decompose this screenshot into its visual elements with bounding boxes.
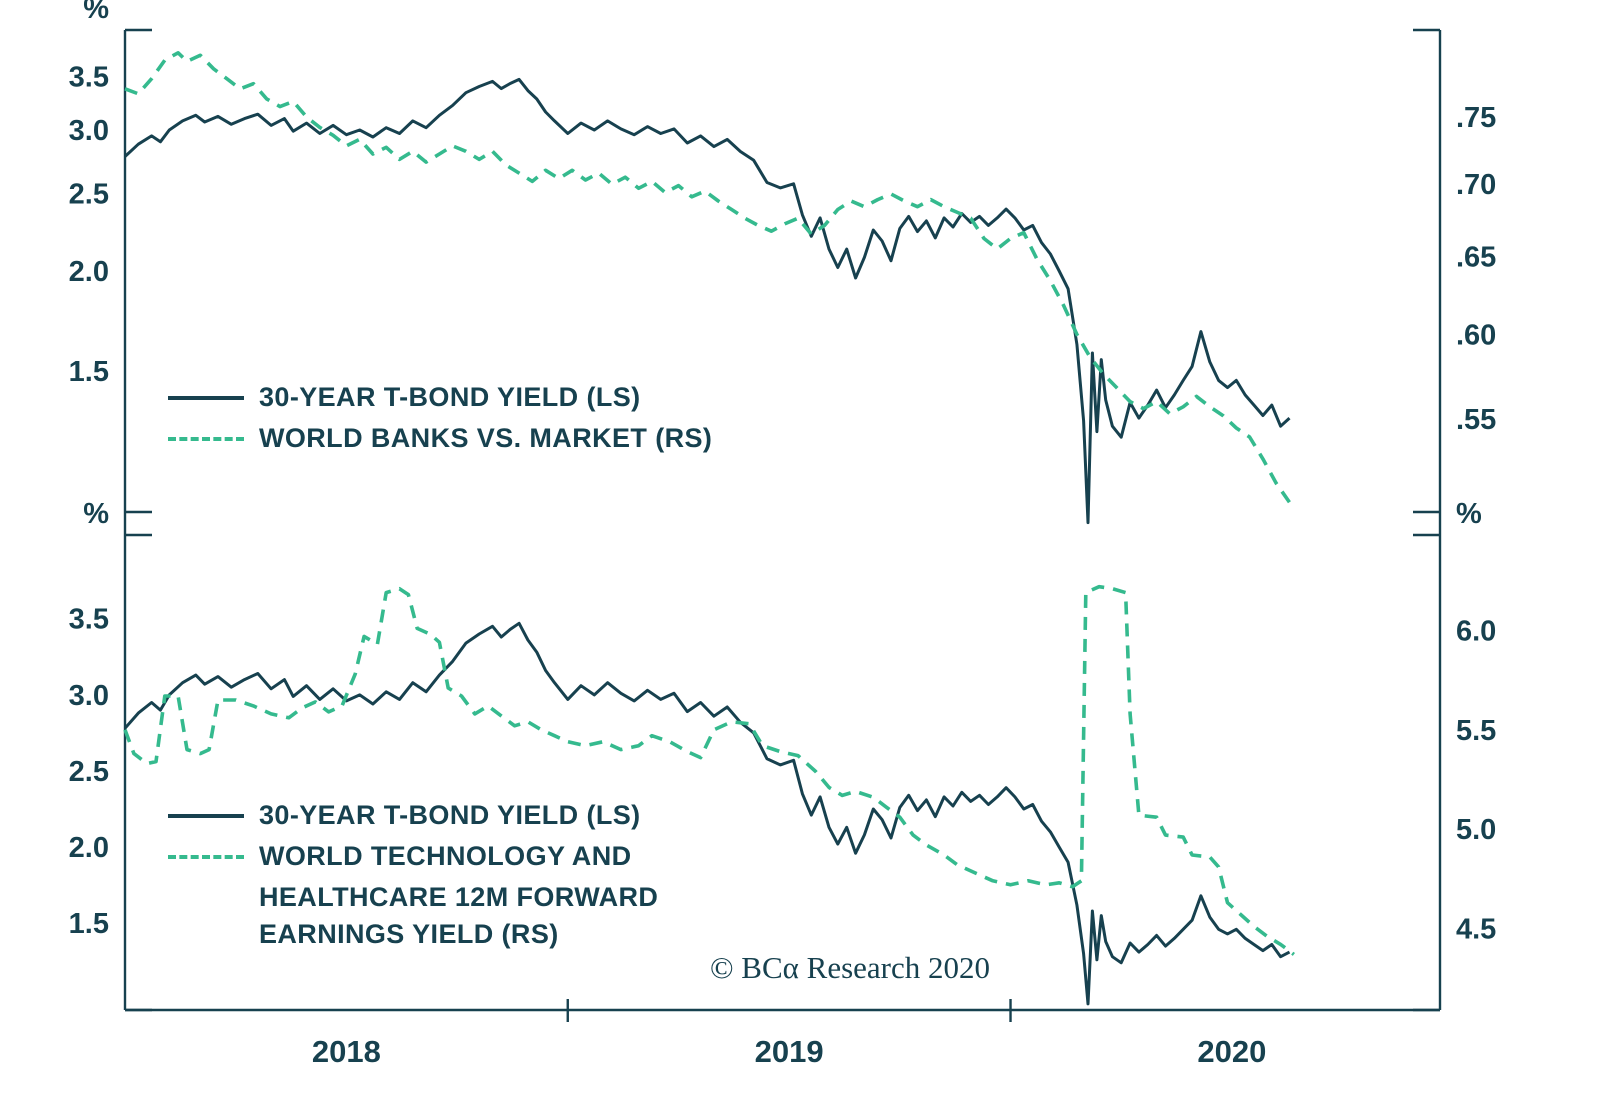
legend-item-tech-healthcare: WORLD TECHNOLOGY AND xyxy=(168,841,658,872)
y-right-tick-label: 6.0 xyxy=(1456,615,1496,647)
legend-label-continuation: HEALTHCARE 12M FORWARD xyxy=(259,882,659,913)
y-left-tick-label: 3.5 xyxy=(69,61,109,93)
y-right-tick-label: .75 xyxy=(1456,102,1496,134)
y-left-tick-label: 3.5 xyxy=(69,604,109,636)
y-left-tick-label: 2.5 xyxy=(69,756,109,788)
legend-bottom-panel: 30-YEAR T-BOND YIELD (LS) WORLD TECHNOLO… xyxy=(168,800,658,956)
x-axis-year-label: 2018 xyxy=(312,1034,381,1069)
y-left-unit-label: % xyxy=(83,0,109,25)
solid-line-swatch xyxy=(168,813,244,818)
y-right-tick-label: .55 xyxy=(1456,404,1496,436)
y-left-tick-label: 2.0 xyxy=(69,256,109,288)
y-left-tick-label: 2.5 xyxy=(69,178,109,210)
y-left-tick-label: 3.0 xyxy=(69,115,109,147)
y-left-tick-label: 1.5 xyxy=(69,908,109,940)
y-right-unit-label: % xyxy=(1456,498,1482,530)
solid-line-swatch xyxy=(168,395,244,400)
legend-item-tbond-top: 30-YEAR T-BOND YIELD (LS) xyxy=(168,382,712,413)
y-right-tick-label: 5.5 xyxy=(1456,715,1496,747)
series-line-world-banks-vs-market-rs xyxy=(124,51,1291,504)
y-right-tick-label: .65 xyxy=(1456,241,1496,273)
y-right-tick-label: 5.0 xyxy=(1456,814,1496,846)
legend-label: WORLD TECHNOLOGY AND xyxy=(259,841,632,872)
legend-item-tbond-bottom: 30-YEAR T-BOND YIELD (LS) xyxy=(168,800,658,831)
copyright-notice: © BCα Research 2020 xyxy=(710,950,990,985)
series-line-30-year-t-bond-yield-ls xyxy=(123,77,1291,525)
legend-item-banks: WORLD BANKS VS. MARKET (RS) xyxy=(168,423,712,454)
y-right-tick-label: .60 xyxy=(1456,319,1496,351)
legend-label: 30-YEAR T-BOND YIELD (LS) xyxy=(259,382,641,412)
y-left-tick-label: 1.5 xyxy=(69,356,109,388)
y-left-tick-label: 2.0 xyxy=(69,832,109,864)
dashed-line-swatch xyxy=(168,436,244,441)
x-axis-year-label: 2019 xyxy=(755,1034,824,1069)
y-left-unit-label: % xyxy=(83,498,109,530)
y-right-tick-label: .70 xyxy=(1456,169,1496,201)
y-right-tick-label: 4.5 xyxy=(1456,914,1496,946)
legend-top-panel: 30-YEAR T-BOND YIELD (LS) WORLD BANKS VS… xyxy=(168,382,712,464)
legend-label: WORLD BANKS VS. MARKET (RS) xyxy=(259,423,713,454)
x-axis-year-label: 2020 xyxy=(1197,1034,1266,1069)
legend-label: 30-YEAR T-BOND YIELD (LS) xyxy=(259,800,641,830)
series-line-30-year-t-bond-yield-ls xyxy=(123,621,1291,1006)
dashed-line-swatch xyxy=(168,854,244,859)
series-line-world-technology-and-healthcare-12m-forward-earnings-yield-rs xyxy=(123,584,1295,956)
legend-label-continuation: EARNINGS YIELD (RS) xyxy=(259,919,559,950)
y-left-tick-label: 3.0 xyxy=(69,680,109,712)
